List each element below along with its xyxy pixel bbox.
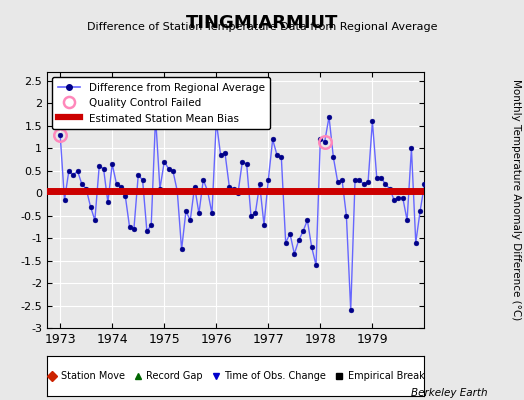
Difference from Regional Average: [74, 168, 81, 173]
Text: Monthly Temperature Anomaly Difference (°C): Monthly Temperature Anomaly Difference (…: [511, 79, 521, 321]
Text: Difference of Station Temperature Data from Regional Average: Difference of Station Temperature Data f…: [87, 22, 437, 32]
Legend: Difference from Regional Average, Quality Control Failed, Estimated Station Mean: Difference from Regional Average, Qualit…: [52, 77, 270, 129]
Legend: Station Move, Record Gap, Time of Obs. Change, Empirical Break: Station Move, Record Gap, Time of Obs. C…: [43, 367, 428, 385]
Difference from Regional Average: [378, 175, 384, 180]
Text: TINGMIARMIUT: TINGMIARMIUT: [186, 14, 338, 32]
Line: Difference from Regional Average: Difference from Regional Average: [58, 114, 431, 312]
Difference from Regional Average: [66, 168, 72, 173]
Difference from Regional Average: [152, 114, 159, 119]
Difference from Regional Average: [96, 164, 102, 169]
Difference from Regional Average: [347, 308, 354, 312]
Difference from Regional Average: [57, 132, 63, 137]
Difference from Regional Average: [343, 213, 350, 218]
Difference from Regional Average: [239, 160, 245, 164]
Difference from Regional Average: [425, 211, 432, 216]
Text: Berkeley Earth: Berkeley Earth: [411, 388, 487, 398]
